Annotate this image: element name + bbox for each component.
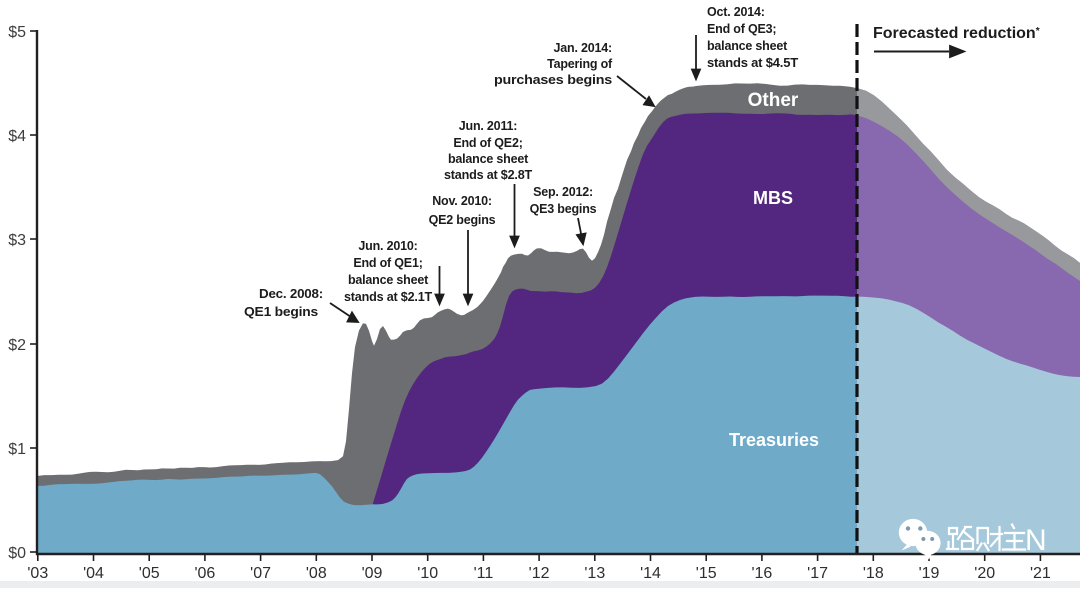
svg-text:QE1 begins: QE1 begins xyxy=(244,305,318,319)
svg-text:Dec. 2008:: Dec. 2008: xyxy=(259,287,323,301)
svg-text:balance sheet: balance sheet xyxy=(348,273,429,287)
svg-text:'08: '08 xyxy=(306,565,327,582)
svg-text:$0: $0 xyxy=(8,545,26,562)
svg-text:$1: $1 xyxy=(8,441,26,458)
svg-text:stands at $2.1T: stands at $2.1T xyxy=(344,290,433,304)
svg-text:$3: $3 xyxy=(8,232,26,249)
svg-text:$2: $2 xyxy=(8,337,26,354)
svg-text:'17: '17 xyxy=(807,565,828,582)
svg-text:MBS: MBS xyxy=(753,188,793,208)
svg-text:N: N xyxy=(1025,524,1047,557)
svg-text:Other: Other xyxy=(748,90,799,111)
svg-text:End of QE1;: End of QE1; xyxy=(353,256,422,270)
svg-text:End of QE2;: End of QE2; xyxy=(453,136,522,150)
svg-text:$5: $5 xyxy=(8,24,26,41)
svg-text:Nov. 2010:: Nov. 2010: xyxy=(432,194,492,208)
svg-text:End of QE3;: End of QE3; xyxy=(707,22,776,36)
svg-text:'14: '14 xyxy=(640,565,661,582)
svg-text:Sep. 2012:: Sep. 2012: xyxy=(533,185,593,199)
svg-text:purchases begins: purchases begins xyxy=(494,73,612,87)
svg-text:'10: '10 xyxy=(417,565,438,582)
svg-text:'03: '03 xyxy=(27,565,48,582)
svg-text:Tapering of: Tapering of xyxy=(547,57,613,71)
svg-text:Treasuries: Treasuries xyxy=(729,430,819,450)
svg-text:'15: '15 xyxy=(696,565,717,582)
svg-text:Jun. 2011:: Jun. 2011: xyxy=(459,119,517,133)
svg-text:Oct. 2014:: Oct. 2014: xyxy=(707,5,765,19)
svg-text:QE3 begins: QE3 begins xyxy=(530,202,597,216)
svg-text:'18: '18 xyxy=(863,565,884,582)
svg-text:'07: '07 xyxy=(250,565,271,582)
svg-text:Jan. 2014:: Jan. 2014: xyxy=(554,41,612,55)
svg-text:$4: $4 xyxy=(8,128,26,145)
svg-text:'04: '04 xyxy=(83,565,104,582)
svg-text:stands at $4.5T: stands at $4.5T xyxy=(707,56,799,70)
svg-text:'19: '19 xyxy=(919,565,940,582)
svg-text:'09: '09 xyxy=(362,565,383,582)
svg-text:QE2 begins: QE2 begins xyxy=(429,213,496,227)
svg-text:'12: '12 xyxy=(529,565,550,582)
svg-text:'20: '20 xyxy=(974,565,995,582)
svg-text:balance sheet: balance sheet xyxy=(707,39,788,53)
svg-text:stands at $2.8T: stands at $2.8T xyxy=(444,168,533,182)
svg-text:'05: '05 xyxy=(139,565,160,582)
svg-text:'06: '06 xyxy=(194,565,215,582)
svg-text:'21: '21 xyxy=(1030,565,1051,582)
svg-text:'13: '13 xyxy=(584,565,605,582)
svg-text:balance sheet: balance sheet xyxy=(448,152,529,166)
svg-text:'16: '16 xyxy=(751,565,772,582)
svg-text:Jun. 2010:: Jun. 2010: xyxy=(358,239,417,253)
svg-text:'11: '11 xyxy=(474,565,494,582)
svg-text:Forecasted reduction*: Forecasted reduction* xyxy=(873,25,1040,42)
